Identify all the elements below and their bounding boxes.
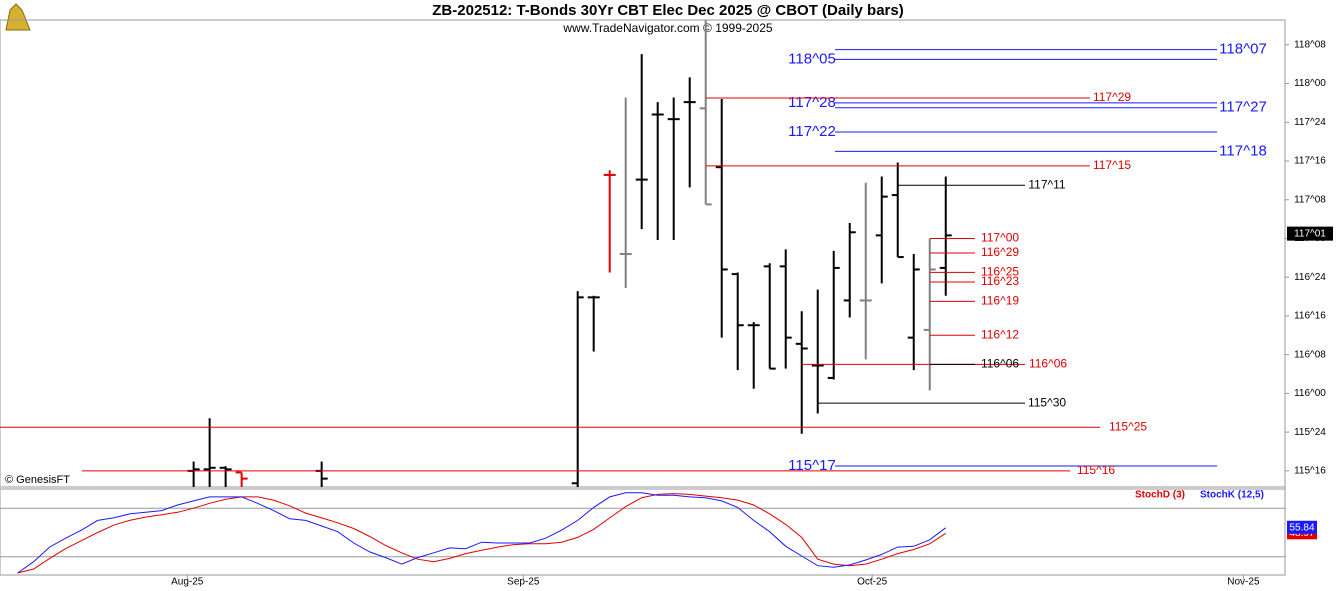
level-label: 118^05 [788,50,836,67]
legend-entry: StochD (3) [1135,490,1185,501]
indicator-value-label: 55.84 [1289,522,1314,533]
y-tick-label: 115^16 [1294,466,1326,477]
y-tick-label: 116^00 [1294,388,1326,399]
level-label: 116^06 [981,357,1019,371]
indicator-line [17,493,946,574]
level-label: 116^06 [1029,357,1067,371]
level-label: 117^15 [1093,158,1131,172]
level-label: 117^00 [981,231,1019,245]
level-label: 117^18 [1219,142,1267,159]
x-tick-label: Aug-25 [171,577,204,588]
level-label: 117^22 [788,123,836,140]
level-label: 115^16 [1077,463,1115,477]
level-label: 115^25 [1109,419,1147,433]
indicator-plot [0,492,1285,574]
logo [5,3,31,31]
chart-title: ZB-202512: T-Bonds 30Yr CBT Elec Dec 202… [432,2,903,19]
last-price-box [1287,226,1333,241]
level-label: 116^29 [981,245,1019,259]
level-label: 115^17 [788,457,836,474]
level-label: 118^07 [1219,41,1267,58]
level-label: 116^25 [981,265,1019,279]
y-tick-label: 116^08 [1294,349,1326,360]
price-plot [187,20,952,487]
y-tick-label: 118^08 [1294,39,1326,50]
level-label: 117^11 [1028,177,1066,191]
indicator-value-box [1287,520,1317,534]
level-label: 115^30 [1028,395,1066,409]
level-label: 117^28 [788,94,836,111]
legend-entry: StochK (12,5) [1200,490,1264,501]
y-tick-label: 116^16 [1294,311,1326,322]
y-tick-label: 116^24 [1294,272,1326,283]
level-label: 117^27 [1219,99,1267,116]
level-label: 117^29 [1093,90,1131,104]
level-label: 116^12 [981,327,1019,341]
chart-subtitle: www.TradeNavigator.com © 1999-2025 [562,21,772,35]
watermark: © GenesisFT [5,474,70,486]
y-tick-label: 117^16 [1294,156,1326,167]
x-tick-label: Oct-25 [857,577,887,588]
y-tick-label: 115^24 [1294,427,1326,438]
level-label: 116^23 [981,274,1019,288]
indicator-line [17,492,946,574]
level-label: 116^19 [981,294,1019,308]
x-tick-label: Sep-25 [507,577,540,588]
x-tick-label: Nov-25 [1227,577,1260,588]
last-price-label: 117^01 [1294,228,1326,239]
y-tick-label: 118^00 [1294,78,1326,89]
y-tick-label: 117^08 [1294,194,1326,205]
y-tick-label: 117^24 [1294,117,1326,128]
